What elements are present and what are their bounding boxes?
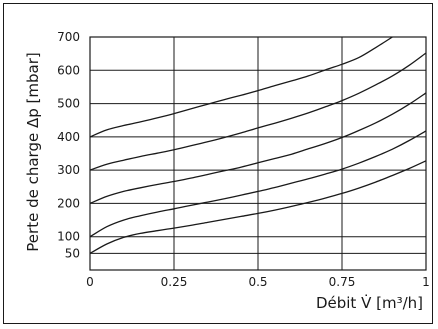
y-tick-label: 300 bbox=[57, 163, 80, 177]
curve-3 bbox=[89, 92, 427, 205]
y-tick-label: 50 bbox=[65, 246, 80, 260]
curve-4 bbox=[89, 130, 427, 238]
chart-frame bbox=[3, 3, 433, 324]
x-tick-label: 0.75 bbox=[329, 275, 356, 289]
y-tick-label: 700 bbox=[57, 30, 80, 44]
x-tick-label: 0.5 bbox=[248, 275, 267, 289]
y-tick-label: 200 bbox=[57, 196, 80, 210]
grid bbox=[90, 37, 426, 270]
x-tick-labels: 0 0.25 0.5 0.75 1 bbox=[86, 275, 430, 289]
x-tick-label: 0 bbox=[86, 275, 94, 289]
y-tick-label: 400 bbox=[57, 130, 80, 144]
y-tick-label: 500 bbox=[57, 97, 80, 111]
x-tick-label: 0.25 bbox=[161, 275, 188, 289]
y-tick-label: 600 bbox=[57, 63, 80, 77]
curve-1 bbox=[89, 36, 393, 138]
y-axis-title: Perte de charge Δp [mbar] bbox=[24, 52, 42, 251]
y-tick-labels: 50 100 200 300 400 500 600 700 bbox=[57, 30, 80, 260]
curve-2 bbox=[89, 52, 427, 171]
plot-area-border bbox=[89, 36, 427, 271]
curve-5 bbox=[89, 160, 427, 254]
curves bbox=[89, 36, 427, 254]
x-tick-label: 1 bbox=[422, 275, 430, 289]
y-tick-label: 100 bbox=[57, 230, 80, 244]
x-axis-title: Débit V̇ [m³/h] bbox=[316, 293, 423, 312]
